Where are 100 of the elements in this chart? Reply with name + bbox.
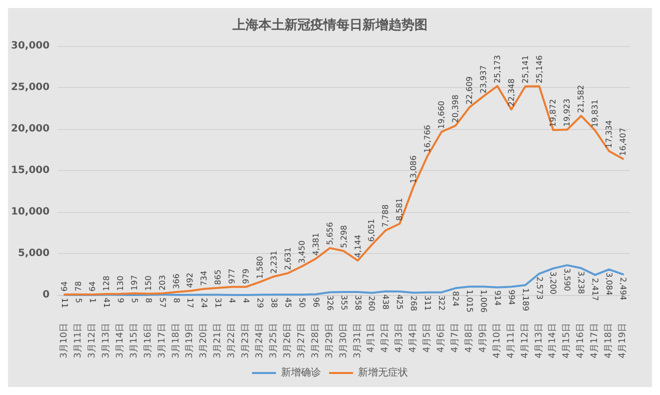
x-tick-label: 3月26日	[282, 323, 293, 358]
data-label: 11	[60, 298, 70, 308]
data-label: 50	[297, 298, 306, 308]
data-label: 4,381	[311, 232, 320, 256]
x-tick-label: 4月6日	[436, 323, 447, 352]
data-label: 4	[228, 298, 237, 304]
y-tick-label: 5,000	[18, 248, 50, 259]
y-tick-label: 0	[42, 290, 50, 300]
x-tick-label: 4月12日	[520, 323, 530, 358]
data-label: 25,173	[492, 55, 502, 84]
data-label: 260	[367, 296, 376, 312]
x-tick-label: 3月30日	[338, 323, 349, 358]
x-tick-label: 3月10日	[60, 323, 70, 358]
data-label: 23,937	[478, 65, 488, 94]
data-label: 5,656	[325, 222, 334, 246]
x-tick-label: 4月5日	[422, 323, 433, 352]
data-label: 5	[130, 298, 139, 304]
x-tick-label: 3月14日	[115, 323, 126, 358]
data-label: 64	[60, 281, 70, 292]
data-label: 150	[144, 275, 153, 291]
data-label: 22,609	[464, 76, 474, 104]
data-label: 4,144	[353, 234, 362, 258]
data-label: 2,231	[269, 250, 278, 274]
data-label: 19,872	[548, 99, 558, 128]
x-tick-label: 3月31日	[352, 323, 363, 358]
x-tick-label: 3月19日	[185, 323, 196, 358]
x-tick-label: 3月21日	[213, 323, 224, 358]
data-label: 1,189	[520, 288, 530, 312]
data-label: 358	[353, 295, 362, 310]
data-label: 914	[492, 290, 502, 306]
data-label: 64	[88, 281, 97, 292]
data-label: 16,407	[618, 128, 628, 156]
x-tick-label: 4月10日	[492, 323, 502, 358]
data-label: 355	[339, 295, 348, 310]
data-label: 17,334	[604, 120, 614, 148]
y-tick-label: 20,000	[10, 124, 50, 134]
data-label: 25,141	[520, 55, 530, 84]
data-label: 1,580	[256, 256, 265, 279]
data-label: 2,573	[534, 276, 544, 300]
data-label: 19,831	[590, 99, 600, 128]
x-tick-label: 3月20日	[199, 323, 210, 358]
data-label: 322	[437, 295, 446, 311]
data-label: 3,238	[576, 271, 586, 294]
data-label: 19,923	[562, 98, 572, 127]
data-label: 3,450	[297, 240, 306, 264]
x-tick-label: 3月25日	[268, 323, 279, 358]
data-label: 366	[172, 274, 181, 289]
data-label: 2,494	[618, 277, 628, 300]
data-label: 57	[158, 298, 167, 308]
data-label: 38	[269, 298, 278, 308]
data-label: 78	[74, 281, 84, 292]
data-label: 96	[311, 297, 320, 308]
x-tick-label: 3月28日	[310, 323, 321, 358]
data-label: 203	[158, 275, 167, 290]
data-label: 977	[228, 268, 237, 284]
data-label: 6,051	[367, 218, 376, 242]
data-label: 24	[200, 298, 209, 308]
data-label: 21,582	[576, 84, 586, 113]
x-tick-label: 3月16日	[143, 323, 154, 358]
x-tick-label: 4月13日	[534, 323, 544, 358]
data-label: 3,590	[562, 268, 572, 292]
data-label: 3,200	[548, 271, 558, 294]
x-tick-label: 4月4日	[408, 323, 419, 352]
data-label: 492	[186, 272, 195, 288]
data-label: 20,398	[450, 94, 460, 123]
x-tick-label: 4月7日	[450, 323, 460, 352]
x-tick-label: 3月18日	[171, 323, 182, 358]
data-label: 7,788	[381, 204, 390, 228]
x-tick-label: 3月29日	[324, 323, 335, 358]
data-label: 3,084	[604, 272, 614, 296]
data-label: 979	[242, 268, 251, 284]
data-label: 268	[409, 296, 418, 312]
x-tick-label: 3月23日	[241, 323, 252, 358]
x-tick-label: 4月2日	[380, 323, 391, 352]
data-label: 1	[88, 298, 97, 304]
data-label: 29	[256, 298, 265, 308]
x-tick-label: 3月11日	[74, 323, 84, 358]
data-label: 326	[325, 295, 334, 311]
x-tick-label: 3月12日	[87, 323, 98, 358]
x-tick-label: 4月3日	[394, 323, 405, 352]
x-tick-label: 4月15日	[562, 323, 572, 358]
x-tick-label: 3月15日	[129, 323, 140, 358]
data-label: 17	[186, 298, 195, 308]
data-label: 31	[214, 298, 223, 308]
data-label: 8,581	[395, 198, 404, 221]
data-label: 4	[242, 298, 251, 304]
data-label: 425	[395, 294, 404, 310]
data-label: 41	[102, 298, 111, 308]
x-tick-label: 4月11日	[506, 323, 516, 358]
data-label: 734	[200, 270, 209, 286]
chart-title: 上海本土新冠疫情每日新增趋势图	[232, 17, 428, 33]
data-label: 5,298	[339, 225, 348, 248]
data-label: 8	[144, 298, 153, 304]
data-label: 197	[130, 275, 139, 290]
x-tick-label: 4月14日	[548, 323, 558, 358]
legend-label: 新增无症状	[358, 366, 408, 378]
x-tick-label: 3月13日	[101, 323, 112, 358]
data-label: 824	[450, 291, 460, 306]
data-label: 22,348	[506, 78, 516, 107]
x-tick-label: 4月8日	[464, 323, 474, 352]
